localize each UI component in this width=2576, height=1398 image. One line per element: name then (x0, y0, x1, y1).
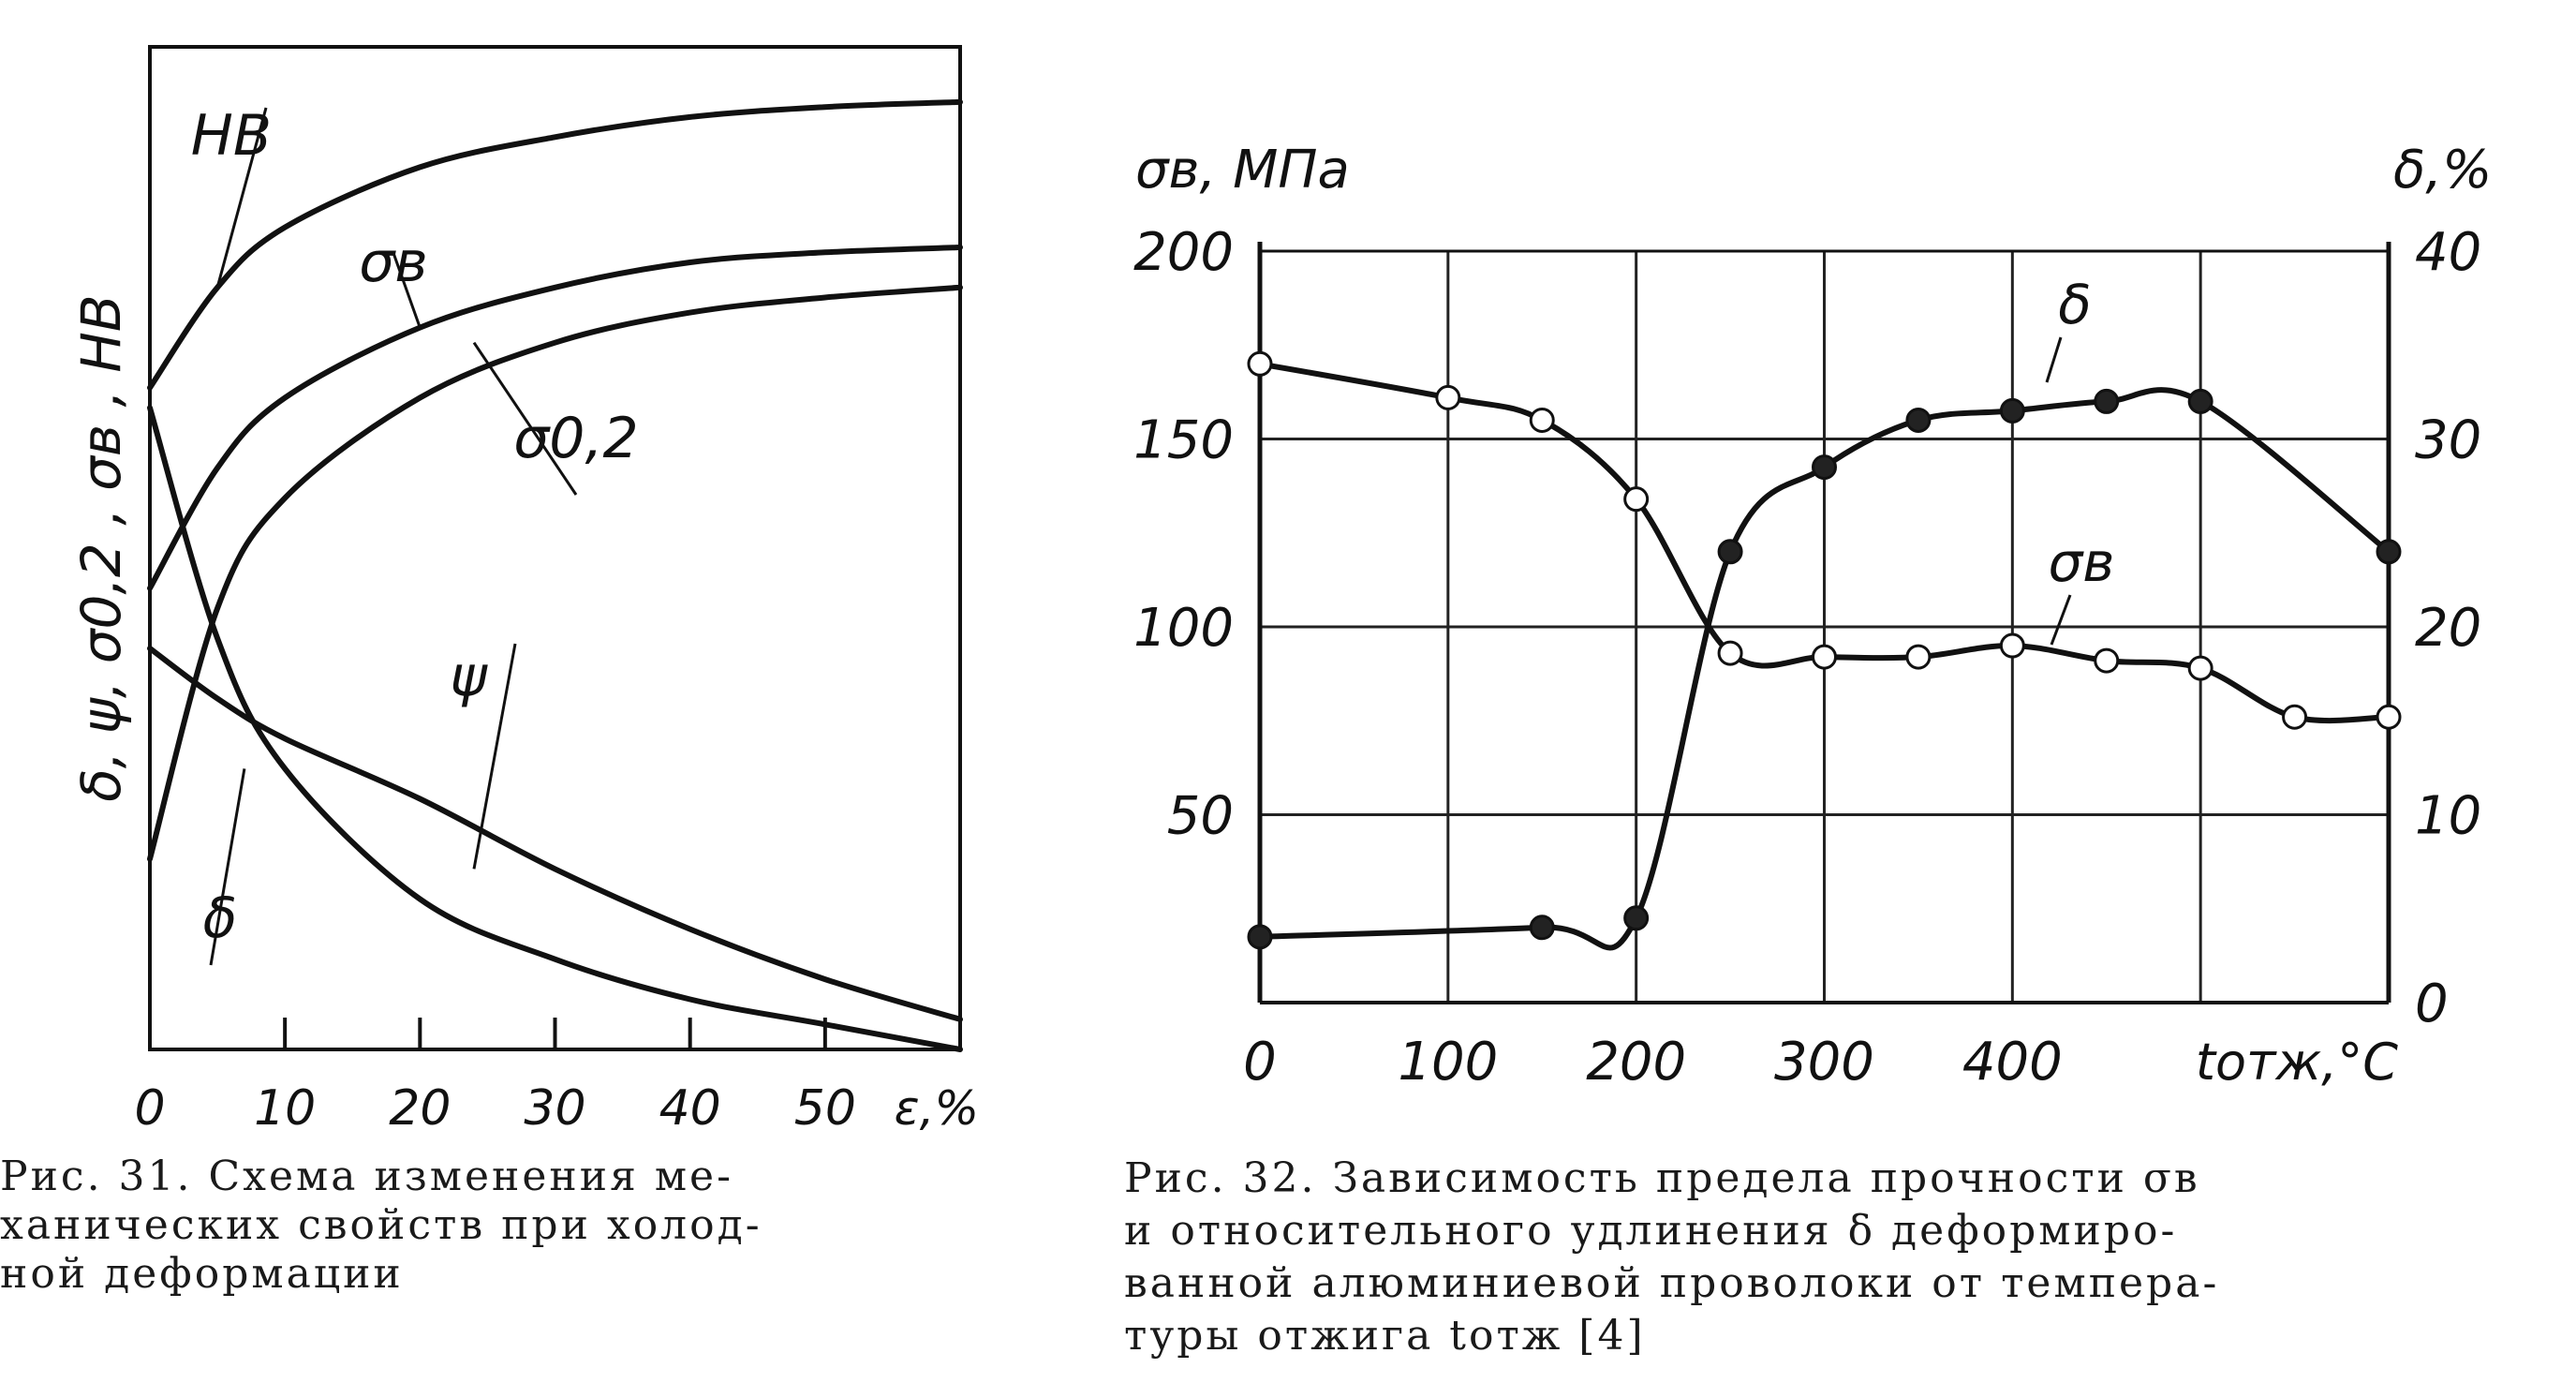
x-tick-label: 0 (1243, 1032, 1277, 1093)
data-point (1717, 640, 1743, 666)
data-point (1435, 384, 1461, 410)
data-point (2094, 647, 2120, 674)
x-tick-label: 0 (134, 1080, 165, 1137)
data-point (2094, 388, 2120, 414)
x-axis-label: ε,% (895, 1081, 979, 1136)
data-point (2187, 388, 2213, 414)
data-point (1247, 924, 1273, 950)
caption-fig-32: Рис. 32. Зависимость предела прочности σ… (1124, 1153, 2548, 1362)
y-right-tick-label: 30 (2415, 410, 2481, 471)
caption-fig-31: Рис. 31. Схема изменения ме- ханических … (0, 1153, 1021, 1299)
caption-fig-32-line-3: ванной алюминиевой проволоки от темпера- (1124, 1259, 2220, 1307)
data-point (1812, 644, 1837, 670)
series-line (147, 405, 963, 1052)
caption-fig-31-line-2: ханических свойств при холод- (0, 1201, 762, 1249)
series-line (147, 98, 963, 391)
caption-fig-32-line-4: туры отжига tотж [4] (1124, 1312, 1646, 1360)
x-tick-label: 100 (1398, 1032, 1498, 1093)
y-right-tick-label: 20 (2415, 598, 2481, 659)
series-label: σ0,2 (513, 406, 638, 471)
series-label: HB (191, 103, 272, 169)
x-tick-label: 30 (524, 1080, 585, 1137)
chart-fig-32: 0 100 200 300 400 tотж,°C 50 100 150 200 σв, МПа 0 1… (1133, 140, 2492, 1093)
series-line (147, 245, 963, 591)
data-point (1529, 407, 1555, 433)
y-right-axis-label: δ,% (2393, 140, 2492, 201)
series-label: ψ (450, 644, 488, 709)
series-label-leader (209, 768, 246, 966)
y-axis-label: δ, ψ, σ0,2 , σв , HB (69, 294, 133, 801)
chart-fig-31: 0 10 20 30 40 50 ε,% δ, ψ, σ0,2 , σв , HB HB σв σ0… (69, 45, 979, 1137)
series-line (147, 284, 963, 862)
y-left-tick-label: 100 (1133, 598, 1234, 659)
y-left-tick-label: 200 (1133, 222, 1234, 283)
series-label: σв (2049, 530, 2115, 594)
x-axis-label: tотж,°C (2196, 1033, 2398, 1092)
y-left-tick-label: 150 (1133, 410, 1234, 471)
series-line (147, 646, 963, 1022)
y-right-tick-label: 10 (2415, 786, 2481, 847)
data-point (1247, 350, 1273, 377)
caption-fig-31-line-3: ной деформации (0, 1250, 404, 1298)
caption-fig-32-line-1: Рис. 32. Зависимость предела прочности σ… (1124, 1154, 2200, 1202)
data-point (1905, 407, 1932, 433)
data-point (1623, 486, 1650, 513)
series-label: σв (359, 230, 427, 295)
y-right-tick-label: 0 (2415, 974, 2449, 1034)
y-left-axis-label: σв, МПа (1135, 140, 1350, 201)
x-tick-label: 300 (1774, 1032, 1874, 1093)
x-tick-label: 400 (1962, 1032, 2063, 1093)
x-tick-label: 50 (794, 1080, 856, 1137)
data-point (2187, 655, 2213, 681)
series-label-leader (392, 252, 422, 329)
caption-fig-31-line-1: Рис. 31. Схема изменения ме- (0, 1153, 733, 1200)
series-label-leader (472, 341, 578, 496)
caption-fig-32-line-2: и относительного удлинения δ деформиро- (1124, 1207, 2178, 1255)
data-point (1999, 632, 2025, 659)
y-left-tick-label: 50 (1167, 786, 1234, 847)
x-tick-label: 200 (1586, 1032, 1686, 1093)
x-tick-label: 40 (659, 1080, 721, 1137)
x-tick-label: 10 (254, 1080, 316, 1137)
x-tick-label: 20 (389, 1080, 451, 1137)
y-right-tick-label: 40 (2415, 222, 2481, 283)
data-point (1999, 397, 2025, 424)
series-label-leader (2050, 594, 2072, 646)
series-label-leader (2045, 336, 2063, 383)
data-point (1905, 644, 1932, 670)
data-point (1717, 539, 1743, 565)
series-label: δ (2058, 273, 2092, 336)
data-point (2376, 539, 2402, 565)
data-point (2376, 704, 2402, 730)
data-point (1623, 905, 1650, 931)
series-label-leader (472, 643, 517, 870)
series-label-leader (215, 107, 268, 289)
data-point (1529, 915, 1555, 941)
series-label: δ (203, 885, 238, 951)
data-point (2282, 704, 2308, 730)
data-point (1812, 454, 1837, 481)
